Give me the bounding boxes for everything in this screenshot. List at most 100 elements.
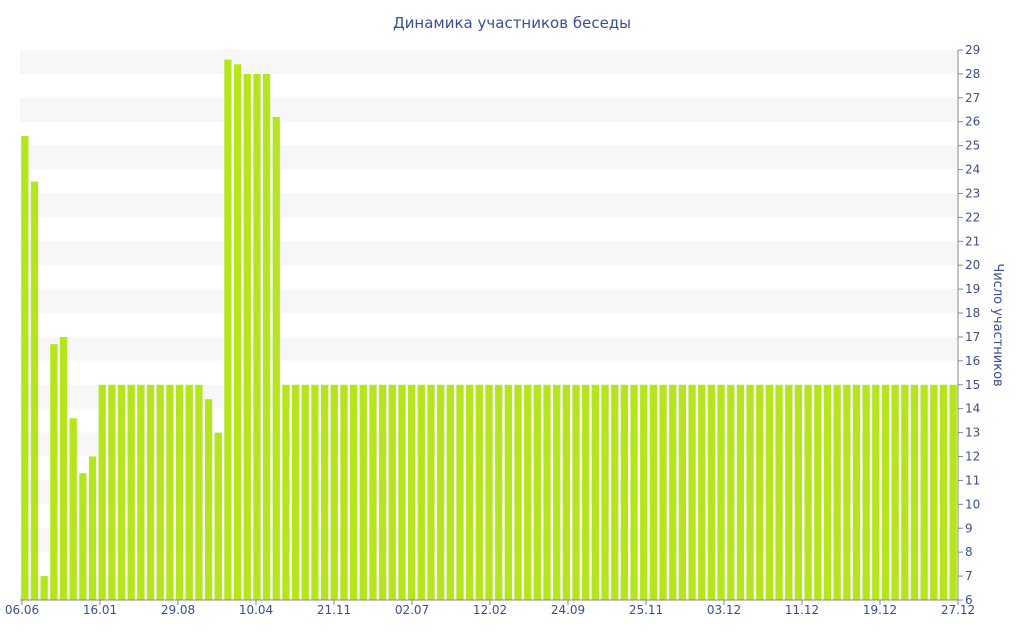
bar <box>233 64 242 600</box>
chart-title: Динамика участников беседы <box>393 14 631 32</box>
x-ticks: 06.06 16.01 29.08 10.04 21.11 02.07 12.02 24.09… <box>5 600 975 617</box>
y-tick-label: 19 <box>965 282 980 296</box>
bar <box>717 384 725 600</box>
x-tick-label: 12.02 <box>473 603 507 617</box>
bar <box>156 384 164 600</box>
bar <box>437 384 445 600</box>
y-tick-label: 26 <box>965 115 980 129</box>
bar <box>427 384 435 600</box>
bar <box>514 384 522 600</box>
bar <box>543 384 551 600</box>
x-tick-label: 24.09 <box>551 603 585 617</box>
bar <box>243 73 251 601</box>
y-tick-label: 28 <box>965 67 980 81</box>
bar <box>359 384 367 600</box>
bar <box>640 384 648 600</box>
x-tick-label: 02.07 <box>395 603 429 617</box>
y-tick-label: 15 <box>965 378 980 392</box>
bar <box>572 384 580 600</box>
bar <box>949 384 957 600</box>
bar <box>630 384 638 600</box>
bar <box>320 384 329 600</box>
bar <box>698 384 706 600</box>
bar <box>533 384 541 600</box>
bar <box>930 384 938 600</box>
bar <box>117 384 126 600</box>
bar <box>707 384 716 600</box>
x-tick-label: 21.11 <box>317 603 351 617</box>
bar <box>794 384 803 600</box>
x-tick-label: 10.04 <box>239 603 273 617</box>
bar <box>591 384 599 600</box>
bar <box>98 384 106 600</box>
grid-band <box>20 97 958 122</box>
y-tick-label: 14 <box>965 402 980 416</box>
bar <box>688 384 696 600</box>
y-axis-label: Число участников <box>990 263 1005 386</box>
x-tick-label: 06.06 <box>5 603 39 617</box>
bar <box>823 384 832 600</box>
bar <box>175 384 184 600</box>
bar <box>21 136 29 600</box>
bar <box>659 384 667 600</box>
bars <box>21 59 957 601</box>
bar <box>901 384 909 600</box>
bar <box>678 384 687 600</box>
bar <box>649 384 658 600</box>
bar <box>862 384 870 600</box>
y-tick-label: 7 <box>965 569 973 583</box>
bar <box>108 384 116 600</box>
y-tick-label: 24 <box>965 163 980 177</box>
bar <box>282 384 290 600</box>
bar <box>137 384 145 600</box>
x-tick-label: 25.11 <box>629 603 663 617</box>
bar <box>88 456 97 600</box>
grid-band <box>20 50 958 74</box>
bar <box>224 59 232 601</box>
bar <box>553 384 561 600</box>
y-tick-label: 18 <box>965 306 980 320</box>
y-tick-label: 8 <box>965 545 973 559</box>
y-tick-label: 12 <box>965 450 980 464</box>
bar <box>40 576 48 600</box>
bar <box>262 73 271 601</box>
bar <box>408 384 416 600</box>
x-tick-label: 03.12 <box>707 603 741 617</box>
x-tick-label: 19.12 <box>863 603 897 617</box>
y-tick-label: 27 <box>965 91 980 105</box>
bar <box>872 384 880 600</box>
bar <box>214 432 222 600</box>
bar <box>340 384 348 600</box>
y-tick-label: 6 <box>965 593 973 607</box>
bar <box>379 384 387 600</box>
bar <box>727 384 735 600</box>
grid-band <box>20 241 958 266</box>
bar <box>775 384 783 600</box>
bar <box>582 384 590 600</box>
bar <box>195 384 203 600</box>
bar <box>398 384 406 600</box>
bar <box>920 384 928 600</box>
y-tick-label: 29 <box>965 43 980 57</box>
bar <box>417 384 425 600</box>
bar <box>756 384 764 600</box>
bar <box>765 384 774 600</box>
y-tick-label: 10 <box>965 497 980 511</box>
y-tick-label: 22 <box>965 210 980 224</box>
grid-band <box>20 336 958 361</box>
bar <box>814 384 822 600</box>
bar <box>601 384 609 600</box>
bar <box>253 73 261 601</box>
bar <box>843 384 851 600</box>
y-ticks: 6 7 8 9 10 11 12 13 14 15 16 17 18 19 20 21 22 23 24 25 26 27… <box>958 43 980 607</box>
bar <box>524 384 532 600</box>
bar <box>330 384 338 600</box>
bar <box>446 384 454 600</box>
bar <box>349 384 358 600</box>
bar <box>291 384 300 600</box>
bar <box>311 384 319 600</box>
bar <box>59 336 68 600</box>
bar <box>504 384 512 600</box>
grid-band <box>20 193 958 218</box>
